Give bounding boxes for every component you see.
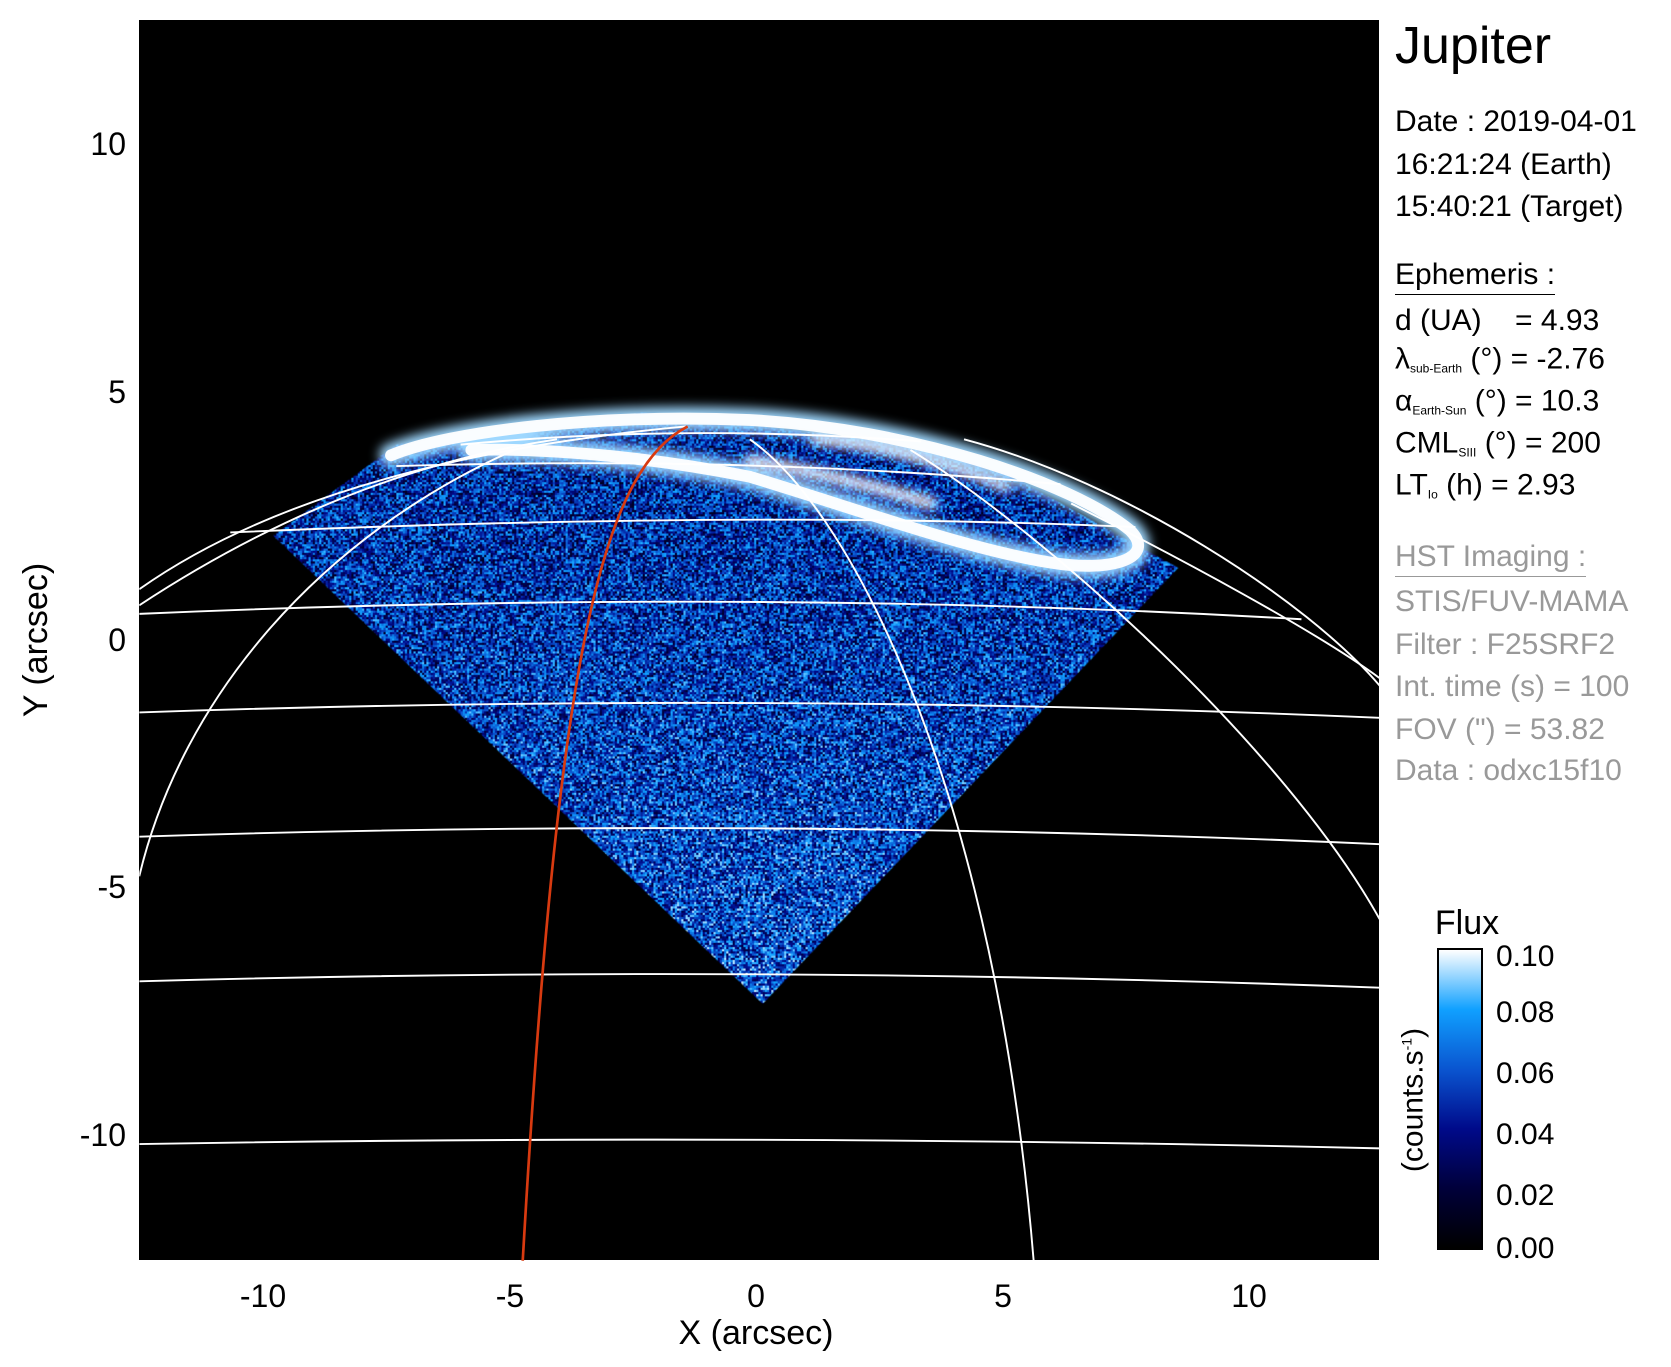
eph-symbol: λ (1395, 343, 1410, 376)
longitude-line (750, 439, 1034, 1261)
eph-value: (°) = -2.76 (1462, 343, 1605, 376)
eph-subscript: SIII (1458, 446, 1476, 460)
latitude-line (139, 828, 1379, 844)
colorbar (1437, 948, 1483, 1250)
colorbar-unit-close: ) (1397, 1028, 1430, 1038)
y-tick-label: -5 (98, 871, 126, 903)
hst-instrument: STIS/FUV-MAMA (1395, 587, 1628, 617)
target-title: Jupiter (1395, 18, 1551, 74)
hst-filter: Filter : F25SRF2 (1395, 630, 1615, 660)
colorbar-tick-label: 0.00 (1496, 1234, 1554, 1264)
x-tick-label: 10 (1231, 1280, 1267, 1312)
latitude-line (139, 974, 1379, 988)
x-tick-label: 5 (994, 1280, 1012, 1312)
latitude-line (230, 520, 1135, 533)
colorbar-tick-label: 0.10 (1496, 942, 1554, 972)
colorbar-title: Flux (1435, 903, 1499, 943)
hst-integration-time: Int. time (s) = 100 (1395, 672, 1629, 702)
colorbar-unit-text: (counts.s (1397, 1050, 1430, 1172)
x-axis-title: X (arcsec) (679, 1316, 834, 1350)
eph-symbol: LT (1395, 469, 1428, 502)
colorbar-unit-label: (counts.s-1) (1390, 1028, 1431, 1172)
colorbar-tick-label: 0.08 (1496, 998, 1554, 1028)
eph-symbol: d (UA) (1395, 304, 1482, 337)
ephemeris-heading: Ephemeris : (1395, 260, 1555, 290)
ephemeris-io-lt: LTIo (h) = 2.93 (1395, 471, 1575, 510)
eph-value: (°) = 10.3 (1466, 385, 1599, 418)
colorbar-tick-label: 0.04 (1496, 1120, 1554, 1150)
ephemeris-heading-text: Ephemeris : (1395, 258, 1555, 295)
date-text: Date : 2019-04-01 (1395, 107, 1637, 137)
colorbar-tick-label: 0.02 (1496, 1181, 1554, 1211)
eph-symbol: α (1395, 385, 1412, 418)
eph-value: (°) = 200 (1476, 427, 1601, 460)
eph-subscript: sub-Earth (1410, 362, 1462, 376)
y-tick-label: 5 (108, 376, 126, 408)
hst-heading-text: HST Imaging : (1395, 540, 1586, 577)
reference-meridian-red (523, 426, 688, 1260)
x-tick-label: -5 (496, 1280, 524, 1312)
y-tick-label: 0 (108, 624, 126, 656)
eph-symbol: CML (1395, 427, 1458, 460)
hst-heading: HST Imaging : (1395, 542, 1586, 572)
y-tick-label: 10 (90, 128, 126, 160)
longitude-grid-lines (139, 426, 1379, 1260)
latitude-line (139, 703, 1379, 718)
x-tick-label: 0 (747, 1280, 765, 1312)
latitude-line (139, 602, 1301, 620)
ephemeris-distance: d (UA) = 4.93 (1395, 306, 1599, 336)
longitude-line (910, 450, 1379, 919)
x-tick-label: -10 (240, 1280, 286, 1312)
colorbar-tick-label: 0.06 (1496, 1059, 1554, 1089)
ephemeris-sub-earth-lat: λsub-Earth (°) = -2.76 (1395, 345, 1605, 384)
hst-fov: FOV (") = 53.82 (1395, 715, 1605, 745)
longitude-line (139, 450, 514, 876)
eph-subscript: Io (1428, 488, 1438, 502)
y-axis-title: Y (arcsec) (19, 563, 53, 717)
ephemeris-cml: CMLSIII (°) = 200 (1395, 429, 1601, 468)
ephemeris-phase-angle: αEarth-Sun (°) = 10.3 (1395, 387, 1599, 426)
latitude-line (139, 1140, 1379, 1149)
eph-value: (h) = 2.93 (1438, 469, 1576, 502)
hst-dataset: Data : odxc15f10 (1395, 756, 1622, 786)
eph-value: = 4.93 (1482, 304, 1600, 337)
earth-time-text: 16:21:24 (Earth) (1395, 150, 1612, 180)
eph-subscript: Earth-Sun (1412, 404, 1466, 418)
target-time-text: 15:40:21 (Target) (1395, 192, 1623, 222)
y-tick-label: -10 (80, 1119, 126, 1151)
colorbar-unit-exponent: -1 (1399, 1038, 1415, 1050)
